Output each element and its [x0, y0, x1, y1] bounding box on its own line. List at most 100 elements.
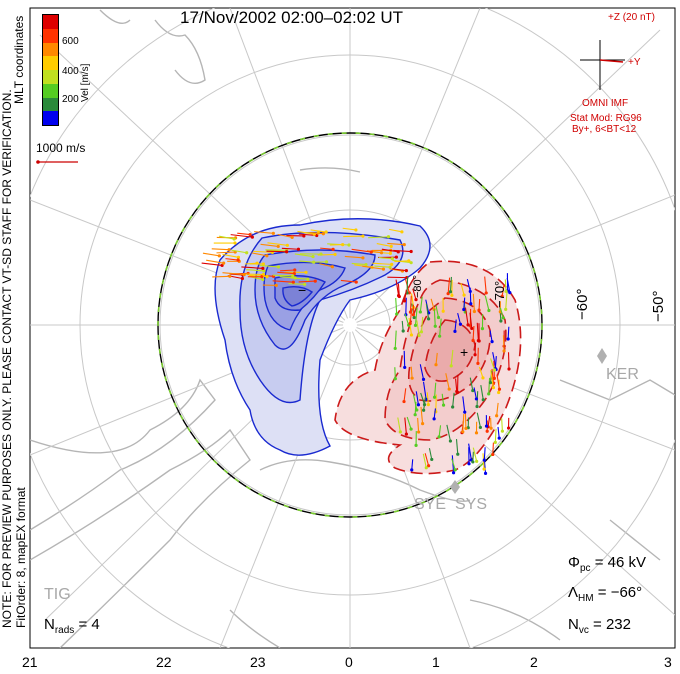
velocity-vector-origin — [492, 368, 497, 372]
velocity-vector-origin — [232, 237, 236, 241]
velocity-vector — [395, 279, 400, 296]
velocity-vector-origin — [434, 363, 438, 367]
velocity-vector-origin — [417, 333, 421, 338]
velocity-vector — [449, 276, 452, 292]
velocity-vector-origin — [469, 302, 473, 306]
velocity-vector — [464, 411, 467, 429]
velocity-vector — [272, 274, 293, 277]
colorbar-segment — [43, 111, 58, 125]
velocity-vector — [219, 235, 235, 240]
velocity-vector-origin — [255, 261, 259, 265]
plot-frame — [29, 7, 676, 649]
velocity-vector-origin — [421, 377, 426, 381]
velocity-vector — [483, 459, 487, 474]
velocity-vector — [237, 232, 251, 236]
velocity-vector — [478, 298, 481, 311]
velocity-vector-origin — [484, 424, 489, 428]
velocity-vector-origin — [354, 280, 358, 284]
velocity-vector — [366, 250, 382, 254]
velocity-vector — [409, 295, 412, 313]
velocity-vector-origin — [240, 276, 244, 281]
velocity-vector — [494, 356, 497, 369]
velocity-vector-origin — [248, 232, 252, 237]
velocity-vector-origin — [291, 274, 295, 278]
velocity-vector — [504, 279, 507, 292]
velocity-vector-origin — [492, 376, 496, 381]
velocity-vector — [310, 229, 327, 233]
velocity-vector-origin — [499, 319, 503, 323]
velocity-vector — [460, 282, 465, 296]
velocity-vector-origin — [474, 431, 479, 435]
velocity-vector-origin — [361, 256, 365, 260]
velocity-vector-origin — [449, 364, 453, 368]
velocity-vector — [389, 268, 403, 272]
velocity-vector-origin — [409, 427, 413, 431]
velocity-vector-origin — [471, 388, 475, 393]
velocity-vector-origin — [504, 307, 508, 311]
velocity-vector — [408, 317, 413, 336]
velocity-vector — [507, 326, 510, 339]
velocity-vector — [484, 276, 487, 293]
velocity-vector-origin — [276, 265, 281, 269]
velocity-vector-origin — [447, 387, 451, 391]
velocity-vector — [450, 349, 454, 366]
velocity-vector-origin — [482, 458, 486, 462]
station-sys: SYS — [455, 496, 488, 513]
velocity-vector — [484, 295, 490, 311]
velocity-vector-origin — [466, 323, 470, 327]
velocity-vector-origin — [386, 235, 391, 239]
velocity-vector — [476, 412, 481, 428]
velocity-vector-origin — [450, 293, 454, 298]
negative-potential-cell — [214, 218, 431, 456]
velocity-vector — [424, 453, 430, 466]
velocity-vectors — [201, 227, 512, 475]
velocity-vector — [433, 408, 436, 419]
velocity-vector-origin — [462, 293, 466, 297]
velocity-vector — [362, 265, 384, 270]
latitude-label-70: −70° — [492, 280, 507, 308]
velocity-vector — [463, 297, 466, 310]
velocity-vector — [212, 275, 230, 278]
velocity-vector — [266, 250, 287, 253]
colorbar-segment — [43, 97, 58, 112]
velocity-vector-origin — [306, 277, 310, 281]
station-marker-ker — [597, 348, 607, 364]
velocity-vector — [387, 242, 405, 246]
velocity-vector-origin — [364, 263, 368, 267]
velocity-vector-origin — [488, 381, 493, 385]
velocity-vector-origin — [390, 262, 394, 266]
potential-min-marker: − — [298, 282, 307, 298]
velocity-vector — [472, 447, 478, 462]
velocity-vector — [483, 447, 486, 461]
velocity-vector-origin — [304, 270, 308, 274]
station-sye: SYE — [414, 496, 447, 513]
velocity-vector-origin — [220, 263, 224, 268]
velocity-vector — [469, 312, 473, 329]
velocity-vector — [412, 394, 418, 411]
velocity-vector — [388, 228, 403, 233]
velocity-vector — [260, 243, 279, 247]
velocity-vector — [298, 280, 316, 283]
velocity-vector-origin — [333, 252, 337, 257]
n-rads-stat: Nrads = 4 — [44, 616, 100, 636]
velocity-vector-origin — [418, 310, 422, 314]
velocity-vector-origin — [415, 408, 419, 412]
velocity-vector — [320, 247, 334, 250]
velocity-vector-origin — [501, 316, 505, 320]
velocity-vector — [281, 247, 299, 250]
velocity-vector — [501, 284, 505, 297]
velocity-vector-origin — [341, 243, 345, 247]
velocity-vector-origin — [397, 294, 401, 299]
velocity-vector — [272, 280, 294, 283]
mlt-label-22: 22 — [156, 654, 172, 670]
velocity-vector — [435, 352, 438, 365]
velocity-vector — [351, 248, 372, 253]
velocity-vector-origin — [491, 452, 495, 457]
velocity-vector-origin — [274, 283, 278, 287]
velocity-vector — [416, 320, 420, 336]
velocity-vector — [397, 283, 400, 297]
velocity-vector — [351, 262, 367, 266]
velocity-vector-origin — [409, 333, 414, 337]
velocity-vector-origin — [276, 244, 280, 249]
imf-condition: By+, 6<BT<12 — [572, 124, 637, 135]
